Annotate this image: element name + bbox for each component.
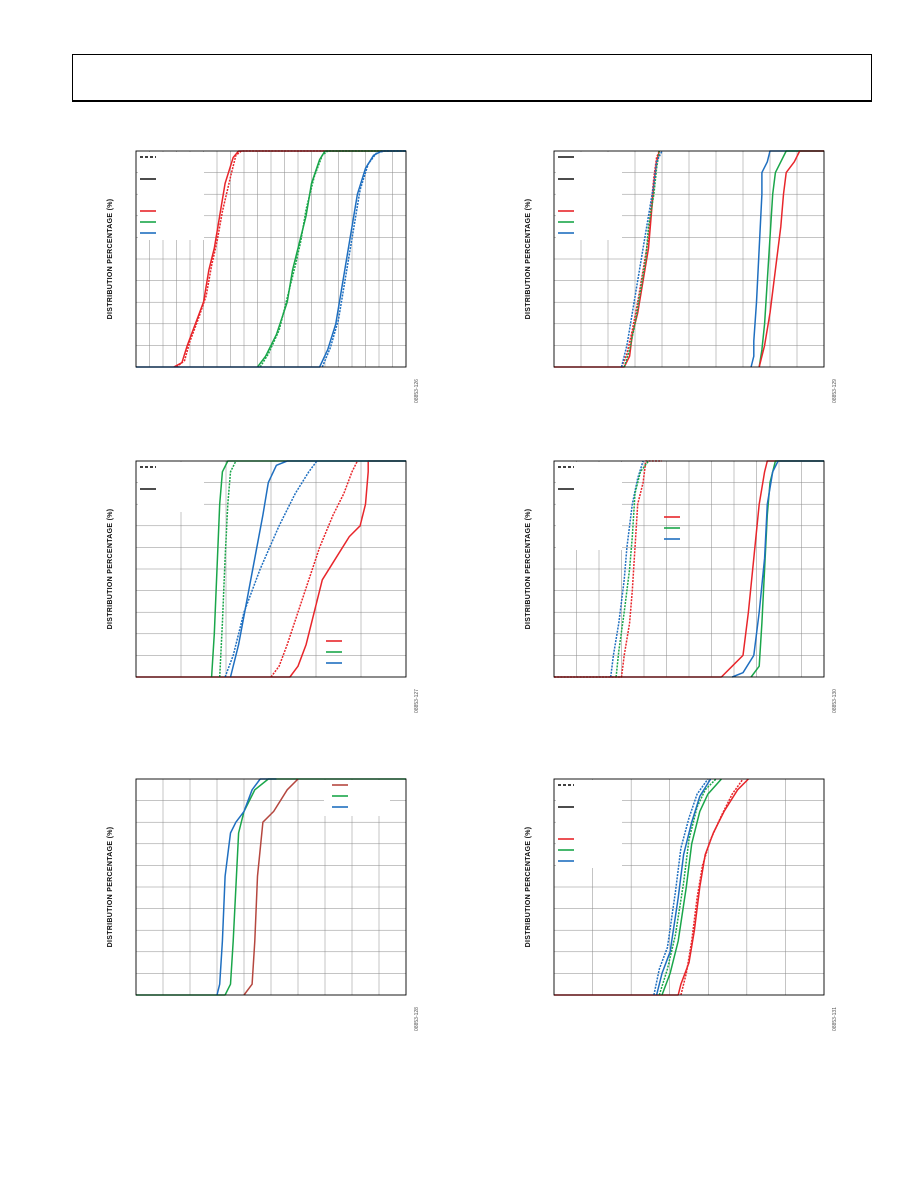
series-line-blue-solid xyxy=(750,150,824,368)
series-line-blue-dashed xyxy=(321,150,406,368)
legend xyxy=(556,152,622,240)
legend xyxy=(138,152,204,240)
legend xyxy=(138,462,342,664)
legend xyxy=(324,780,390,816)
gridlines xyxy=(136,151,406,367)
figure-number: 08853-127 xyxy=(414,689,420,713)
chart-svg: DISTRIBUTION PERCENTAGE (%) 08853-128 xyxy=(107,778,420,1031)
series-line-red-solid xyxy=(554,460,824,678)
series-line-red-solid xyxy=(554,778,749,996)
chart-svg: DISTRIBUTION PERCENTAGE (%) 08853-130 xyxy=(525,460,838,713)
chart-panel: DISTRIBUTION PERCENTAGE (%) 08853-128 xyxy=(100,768,420,1031)
plot-frame xyxy=(553,778,825,996)
series-line-blue-dashed xyxy=(653,778,709,996)
chart-panel: DISTRIBUTION PERCENTAGE (%) 08853-131 xyxy=(518,768,838,1031)
series-line-red-dashed xyxy=(176,150,406,368)
y-axis-label: DISTRIBUTION PERCENTAGE (%) xyxy=(525,827,532,948)
series-line-blue-solid xyxy=(216,778,277,996)
y-axis-label: DISTRIBUTION PERCENTAGE (%) xyxy=(107,509,114,630)
series-line-blue-dashed xyxy=(609,460,644,678)
chart-panel: DISTRIBUTION PERCENTAGE (%) 08853-127 xyxy=(100,450,420,713)
series-line-green-dashed xyxy=(259,150,406,368)
series-line-red-dashed xyxy=(554,460,662,678)
series-line-green-dashed xyxy=(218,460,237,678)
series-line-red-dashed xyxy=(270,460,359,678)
series-line-blue-solid xyxy=(136,150,406,368)
series-line-red-solid xyxy=(173,150,406,368)
series-line-green-dashed xyxy=(623,150,661,368)
series-line-red-solid xyxy=(758,150,824,368)
legend-background xyxy=(138,152,204,240)
plot-frame xyxy=(553,460,825,678)
series-line-green-solid xyxy=(256,150,406,368)
series-line-brown-solid xyxy=(243,778,299,996)
y-axis-label: DISTRIBUTION PERCENTAGE (%) xyxy=(107,199,114,320)
legend-background xyxy=(138,462,204,512)
page-header-box xyxy=(72,54,872,102)
legend xyxy=(556,462,680,550)
series-line-blue-solid xyxy=(655,778,712,996)
series-line-green-dashed xyxy=(658,778,717,996)
y-axis-label: DISTRIBUTION PERCENTAGE (%) xyxy=(525,199,532,320)
plot-frame xyxy=(135,150,407,368)
chart-svg: DISTRIBUTION PERCENTAGE (%) 08853-127 xyxy=(107,460,420,713)
figure-number: 08853-128 xyxy=(414,1007,420,1031)
plot-frame xyxy=(135,460,407,678)
legend-background xyxy=(556,780,622,868)
legend-background xyxy=(324,780,390,816)
figure-number: 08853-126 xyxy=(414,379,420,403)
series-line-red-solid xyxy=(136,460,406,678)
figure-number: 08853-129 xyxy=(832,379,838,403)
series-line-green-solid xyxy=(758,150,824,368)
series-line-blue-solid xyxy=(731,460,824,678)
series-line-blue-solid xyxy=(229,460,406,678)
chart-svg: DISTRIBUTION PERCENTAGE (%) 08853-129 xyxy=(525,150,838,403)
legend-background xyxy=(556,462,622,550)
plot-frame xyxy=(553,150,825,368)
chart-panel: DISTRIBUTION PERCENTAGE (%) 08853-126 xyxy=(100,140,420,403)
series-line-blue-dashed xyxy=(620,150,663,368)
series-line-green-solid xyxy=(661,778,722,996)
series-line-blue-dashed xyxy=(224,460,318,678)
plot-frame xyxy=(135,778,407,996)
y-axis-label: DISTRIBUTION PERCENTAGE (%) xyxy=(525,509,532,630)
chart-svg: DISTRIBUTION PERCENTAGE (%) 08853-126 xyxy=(107,150,420,403)
figure-number: 08853-131 xyxy=(832,1007,838,1031)
legend-background xyxy=(556,152,622,240)
gridlines xyxy=(554,461,824,677)
chart-panel: DISTRIBUTION PERCENTAGE (%) 08853-130 xyxy=(518,450,838,713)
series-line-green-dashed xyxy=(615,460,650,678)
y-axis-label: DISTRIBUTION PERCENTAGE (%) xyxy=(107,827,114,948)
figure-number: 08853-130 xyxy=(832,689,838,713)
chart-svg: DISTRIBUTION PERCENTAGE (%) 08853-131 xyxy=(525,778,838,1031)
legend xyxy=(556,780,622,868)
chart-panel: DISTRIBUTION PERCENTAGE (%) 08853-129 xyxy=(518,140,838,403)
series-line-red-dashed xyxy=(680,778,744,996)
